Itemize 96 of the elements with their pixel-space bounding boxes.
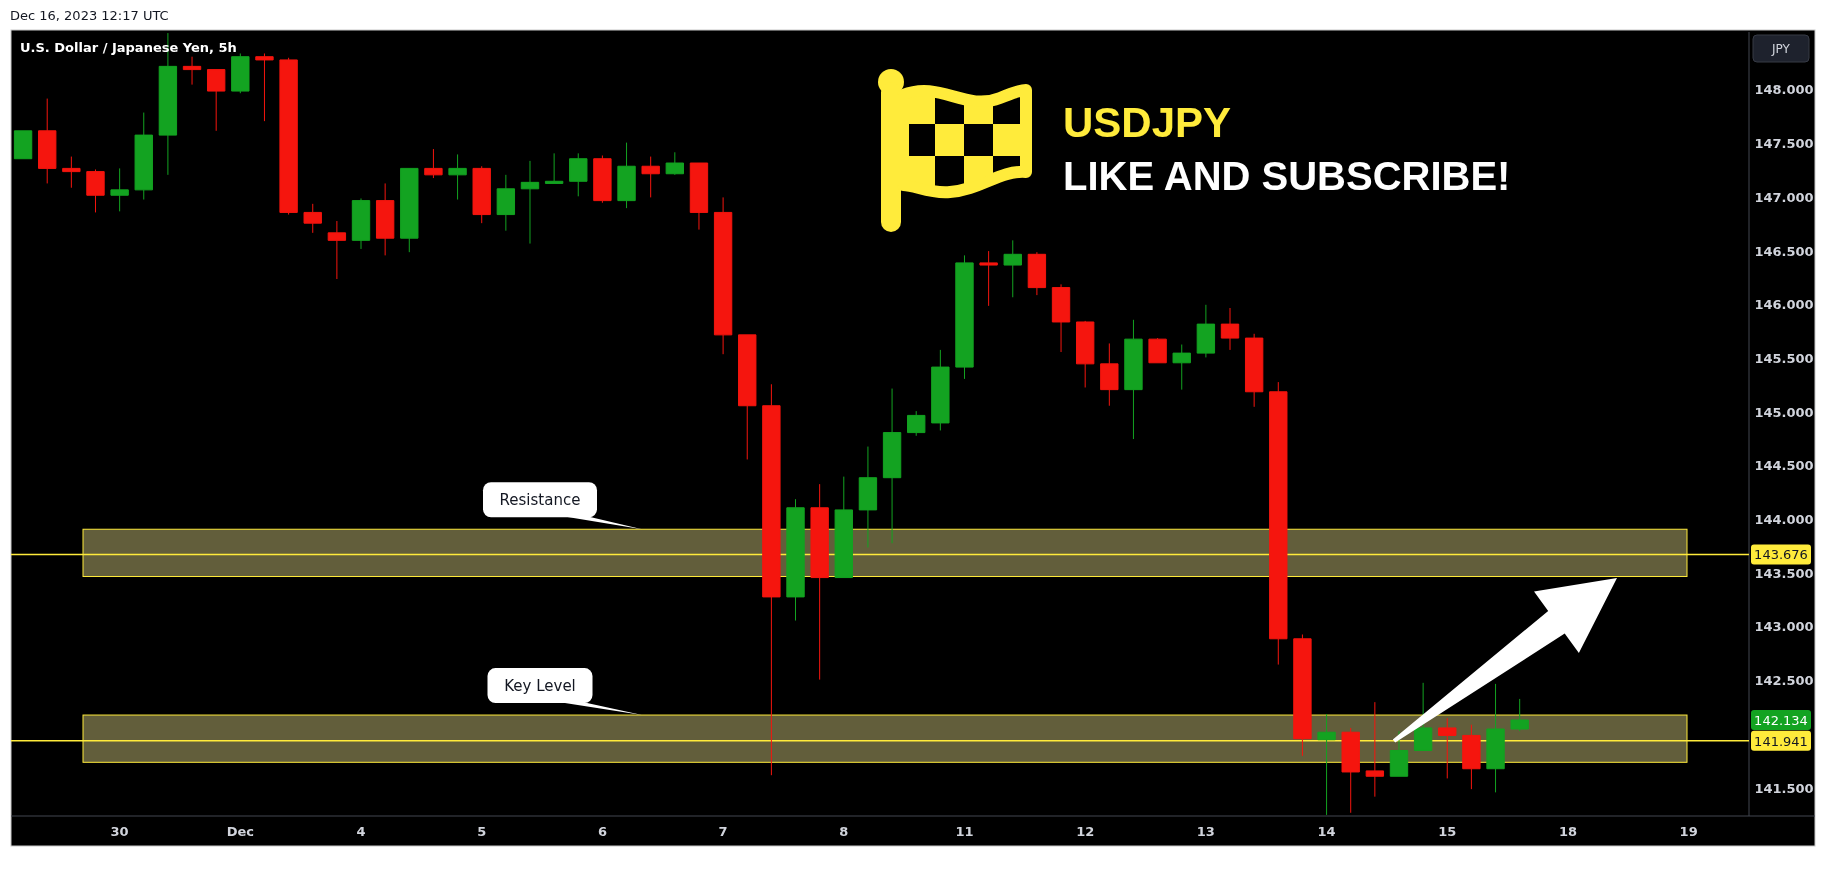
candlestick	[1510, 698, 1529, 732]
candlestick	[1389, 730, 1409, 777]
candlestick	[13, 130, 33, 160]
x-tick-label: 14	[1317, 823, 1336, 839]
x-tick-label: 13	[1196, 823, 1215, 839]
x-tick-label: 19	[1679, 823, 1698, 839]
candlestick	[641, 156, 660, 198]
x-tick-label: 18	[1558, 823, 1578, 839]
y-tick-label: 142.500	[1754, 673, 1814, 689]
y-tick-label: 147.500	[1754, 136, 1814, 152]
candlestick	[327, 220, 347, 280]
candlestick	[593, 155, 612, 204]
annotation: USDJPY	[1063, 99, 1232, 146]
candlestick	[231, 52, 250, 94]
candlestick	[472, 165, 491, 224]
candlestick	[303, 203, 322, 234]
y-tick-label: 144.500	[1754, 458, 1814, 474]
candlestick	[38, 98, 57, 184]
candlestick	[544, 152, 564, 184]
x-tick-label: 6	[597, 823, 607, 839]
candlestick	[1486, 683, 1505, 793]
candlestick	[1462, 724, 1481, 790]
candlestick	[1438, 717, 1457, 779]
candlestick	[931, 349, 950, 431]
y-axis-title: JPY	[1771, 41, 1791, 56]
candlestick	[520, 160, 540, 245]
candlestick	[1413, 682, 1433, 751]
candlestick	[1124, 319, 1143, 440]
candlestick	[907, 410, 926, 437]
y-tick-label: 146.000	[1754, 297, 1814, 313]
y-tick-label: 143.500	[1754, 565, 1814, 581]
candlestick	[1244, 333, 1264, 408]
candlestick	[496, 174, 516, 232]
candlestick	[1220, 307, 1240, 351]
candlestick	[882, 388, 902, 544]
candlestick	[713, 196, 733, 355]
y-tick-label: 144.000	[1754, 512, 1814, 528]
candlestick	[375, 182, 395, 256]
candlestick	[1027, 251, 1047, 296]
band-label: Resistance	[499, 490, 581, 509]
candlestick	[1148, 337, 1167, 364]
y-tick-label: 141.500	[1754, 780, 1814, 796]
candlestick	[1051, 283, 1071, 353]
candlestick	[1172, 344, 1191, 391]
candlestick	[182, 56, 202, 86]
text: Dec 16, 2023 12:17 UTC	[10, 7, 169, 23]
candlestick	[1075, 320, 1095, 388]
candlestick	[255, 52, 274, 122]
x-tick-label: 15	[1438, 823, 1457, 839]
x-tick-label: Dec	[226, 823, 254, 839]
candlestick	[62, 156, 81, 189]
candlestick	[617, 142, 636, 209]
y-tick-label: 147.000	[1754, 189, 1814, 205]
candlestick	[279, 57, 298, 216]
candlestick	[134, 112, 153, 201]
candlestick	[979, 250, 998, 307]
candlestick	[1003, 239, 1022, 298]
candlestick	[569, 152, 588, 197]
candlestick	[110, 167, 129, 212]
candlestick	[206, 69, 226, 132]
candlestick	[1365, 701, 1385, 798]
x-tick-label: 7	[718, 823, 728, 839]
candlestick	[1196, 304, 1216, 358]
candlestick	[955, 254, 974, 380]
text: U.S. Dollar / Japanese Yen, 5h	[20, 39, 237, 55]
candlestick	[424, 148, 443, 179]
x-tick-label: 4	[356, 823, 366, 839]
x-tick-label: 12	[1076, 823, 1095, 839]
y-tick-label: 148.000	[1754, 82, 1814, 98]
candlestick	[689, 162, 709, 231]
candlestick	[786, 498, 805, 622]
candlestick	[86, 168, 105, 213]
y-tick-label: 143.000	[1754, 619, 1814, 635]
candlestick	[1317, 713, 1336, 816]
candlestick	[448, 153, 467, 201]
y-tick-label: 145.000	[1754, 404, 1814, 420]
x-tick-label: 8	[839, 823, 849, 839]
candlestick	[834, 476, 853, 579]
annotation: LIKE AND SUBSCRIBE!	[1063, 154, 1511, 198]
x-tick-label: 30	[110, 823, 129, 839]
candlestick	[858, 446, 878, 549]
candlestick	[1269, 381, 1288, 666]
candlestick	[810, 483, 829, 681]
candlestick	[738, 334, 757, 460]
candlestick	[1100, 342, 1119, 407]
x-tick-label: 11	[955, 823, 974, 839]
band-label: Key Level	[504, 676, 576, 695]
x-tick-label: 5	[477, 823, 487, 839]
candlestick	[1293, 634, 1312, 757]
candlestick	[665, 151, 685, 176]
y-tick-label: 145.500	[1754, 350, 1814, 366]
candlestick	[351, 197, 371, 250]
y-tick-label: 146.500	[1754, 243, 1814, 259]
candlestick	[762, 383, 781, 776]
candlestick	[400, 167, 419, 253]
candlestick	[1341, 727, 1360, 814]
